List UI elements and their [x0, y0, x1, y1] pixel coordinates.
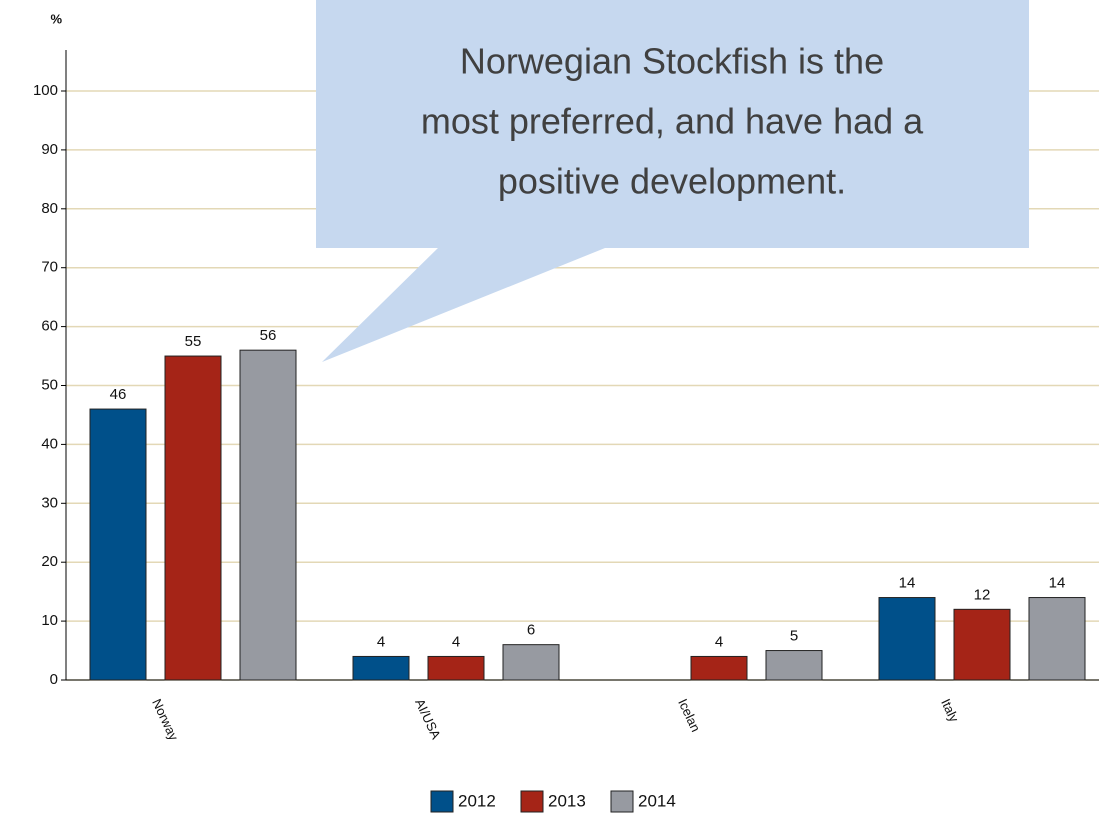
x-tick-label: Icelan [675, 696, 703, 734]
legend-swatch [520, 790, 544, 813]
bar [1028, 597, 1086, 681]
bar [953, 608, 1011, 681]
y-tick-label: 90 [41, 141, 58, 158]
legend-label: 2014 [638, 791, 676, 810]
data-label: 14 [1049, 575, 1066, 592]
y-tick-label: 100 [33, 82, 58, 99]
data-label: 4 [715, 633, 723, 650]
y-tick-label: 70 [41, 259, 58, 276]
data-label: 46 [110, 386, 127, 403]
callout-box [316, 0, 1029, 248]
y-tick-label: 20 [41, 553, 58, 570]
data-label: 4 [452, 633, 460, 650]
annotation: most preferred, and have had a [421, 101, 924, 142]
bar [164, 355, 222, 681]
legend-swatch [430, 790, 454, 813]
bar [89, 408, 147, 681]
bar [352, 655, 410, 681]
y-tick-label: 0 [50, 671, 58, 688]
data-label: 5 [790, 628, 798, 645]
y-tick-label: 30 [41, 494, 58, 511]
data-label: 4 [377, 633, 385, 650]
y-tick-label: 50 [41, 376, 58, 393]
data-label: 12 [974, 586, 991, 603]
bar [878, 597, 936, 681]
x-tick-label: Italy [938, 696, 962, 724]
bar [239, 349, 297, 681]
bar [427, 655, 485, 681]
x-tick-label: Norway [149, 696, 181, 743]
y-tick-label: 80 [41, 200, 58, 217]
y-tick-label: 40 [41, 435, 58, 452]
x-tick-label: AI/USA [412, 696, 444, 741]
legend-label: 2013 [548, 791, 586, 810]
legend-swatch [610, 790, 634, 813]
bar [502, 644, 560, 681]
legend-label: 2012 [458, 791, 496, 810]
callout-pointer [322, 246, 610, 362]
y-tick-label: 10 [41, 612, 58, 629]
data-label: 56 [260, 327, 277, 344]
data-label: 14 [899, 575, 916, 592]
y-axis-label: % [50, 11, 62, 26]
data-label: 6 [527, 622, 535, 639]
annotation: Norwegian Stockfish is the [460, 41, 884, 82]
bar [690, 655, 748, 681]
bar [765, 650, 823, 681]
annotation: positive development. [498, 161, 846, 202]
y-tick-label: 60 [41, 318, 58, 335]
data-label: 55 [185, 333, 202, 350]
